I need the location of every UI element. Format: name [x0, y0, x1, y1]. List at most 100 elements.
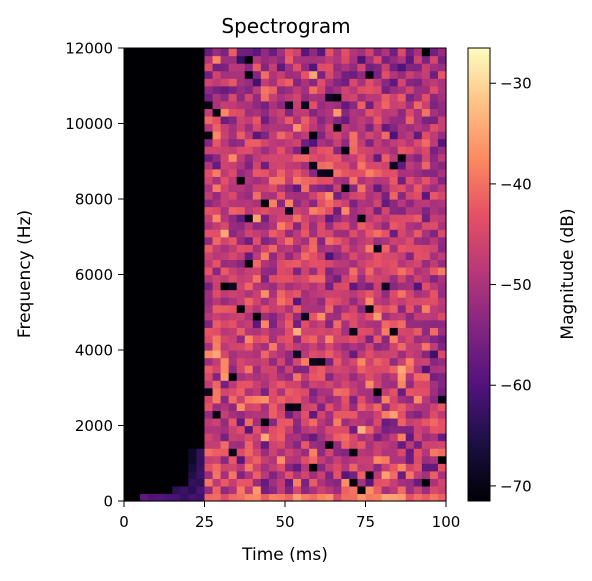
heatmap-cell — [357, 199, 367, 208]
heatmap-cell — [196, 372, 206, 381]
heatmap-cell — [341, 425, 350, 434]
heatmap-cell — [132, 55, 141, 64]
heatmap-cell — [276, 470, 286, 479]
heatmap-cell — [309, 93, 318, 102]
heatmap-cell — [341, 365, 350, 374]
heatmap-cell — [325, 93, 334, 102]
heatmap-cell — [357, 350, 367, 359]
heatmap-cell — [285, 402, 294, 411]
heatmap-cell — [220, 244, 230, 253]
heatmap-cell — [309, 123, 318, 132]
heatmap-cell — [429, 319, 439, 328]
heatmap-cell — [309, 131, 318, 140]
heatmap-cell — [244, 395, 254, 404]
heatmap-cell — [252, 410, 262, 419]
heatmap-cell — [212, 440, 222, 449]
x-tick-label: 50 — [275, 513, 294, 531]
heatmap-cell — [325, 319, 334, 328]
heatmap-cell — [365, 251, 375, 260]
heatmap-cell — [252, 448, 262, 457]
heatmap-cell — [228, 115, 238, 125]
heatmap-cell — [180, 380, 189, 389]
heatmap-cell — [276, 455, 286, 464]
heatmap-cell — [413, 85, 423, 94]
heatmap-cell — [301, 365, 310, 374]
heatmap-cell — [132, 244, 141, 253]
heatmap-cell — [124, 448, 133, 457]
heatmap-cell — [293, 327, 302, 336]
heatmap-cell — [180, 334, 189, 344]
heatmap-cell — [413, 455, 423, 464]
heatmap-cell — [252, 493, 262, 502]
heatmap-cell — [373, 63, 383, 72]
heatmap-cell — [268, 146, 278, 155]
heatmap-cell — [196, 48, 206, 57]
heatmap-cell — [357, 191, 367, 200]
heatmap-cell — [124, 372, 133, 381]
heatmap-cell — [140, 244, 149, 253]
heatmap-cell — [180, 153, 189, 162]
heatmap-cell — [397, 357, 407, 366]
heatmap-cell — [196, 183, 206, 193]
heatmap-cell — [317, 342, 326, 351]
heatmap-cell — [212, 78, 222, 87]
heatmap-cell — [317, 357, 326, 366]
heatmap-cell — [148, 236, 157, 245]
heatmap-cell — [301, 199, 310, 208]
heatmap-cell — [317, 493, 326, 502]
heatmap-cell — [148, 138, 157, 147]
heatmap-cell — [188, 138, 198, 147]
heatmap-cell — [188, 259, 198, 268]
heatmap-cell — [204, 168, 214, 177]
heatmap-cell — [413, 146, 423, 155]
heatmap-cell — [212, 244, 222, 253]
heatmap-cell — [236, 470, 246, 479]
heatmap-cell — [124, 115, 133, 125]
heatmap-cell — [268, 108, 278, 117]
heatmap-cell — [413, 282, 423, 291]
heatmap-cell — [325, 297, 334, 306]
heatmap-cell — [172, 493, 181, 502]
heatmap-cell — [236, 168, 246, 177]
heatmap-cell — [301, 153, 310, 162]
heatmap-cell — [212, 478, 222, 487]
heatmap-cell — [204, 100, 214, 109]
heatmap-cell — [220, 214, 230, 223]
heatmap-cell — [212, 395, 222, 404]
heatmap-cell — [325, 327, 334, 336]
heatmap-cell — [365, 365, 375, 374]
heatmap-cell — [349, 282, 359, 291]
heatmap-cell — [429, 282, 439, 291]
heatmap-cell — [437, 251, 447, 260]
heatmap-cell — [252, 402, 262, 411]
heatmap-cell — [421, 183, 431, 193]
heatmap-cell — [260, 402, 270, 411]
heatmap-cell — [220, 410, 230, 419]
heatmap-cell — [132, 153, 141, 162]
heatmap-cell — [293, 48, 302, 57]
heatmap-cell — [421, 304, 431, 313]
heatmap-cell — [260, 463, 270, 472]
heatmap-cell — [196, 433, 206, 442]
heatmap-cell — [220, 357, 230, 366]
heatmap-cell — [285, 244, 294, 253]
heatmap-cell — [357, 282, 367, 291]
heatmap-cell — [317, 380, 326, 389]
heatmap-cell — [437, 425, 447, 434]
heatmap-cell — [429, 312, 439, 321]
heatmap-cell — [437, 327, 447, 336]
heatmap-cell — [268, 327, 278, 336]
heatmap-cell — [397, 78, 407, 87]
heatmap-cell — [357, 229, 367, 238]
heatmap-cell — [309, 478, 318, 487]
heatmap-cell — [180, 387, 189, 396]
colorbar-label: Magnitude (dB) — [558, 208, 578, 339]
heatmap-cell — [325, 176, 334, 185]
heatmap-cell — [301, 395, 310, 404]
heatmap-cell — [317, 455, 326, 464]
heatmap-cell — [220, 168, 230, 177]
heatmap-cell — [317, 244, 326, 253]
heatmap-cell — [228, 85, 238, 94]
heatmap-cell — [164, 319, 173, 328]
heatmap-cell — [333, 123, 342, 132]
